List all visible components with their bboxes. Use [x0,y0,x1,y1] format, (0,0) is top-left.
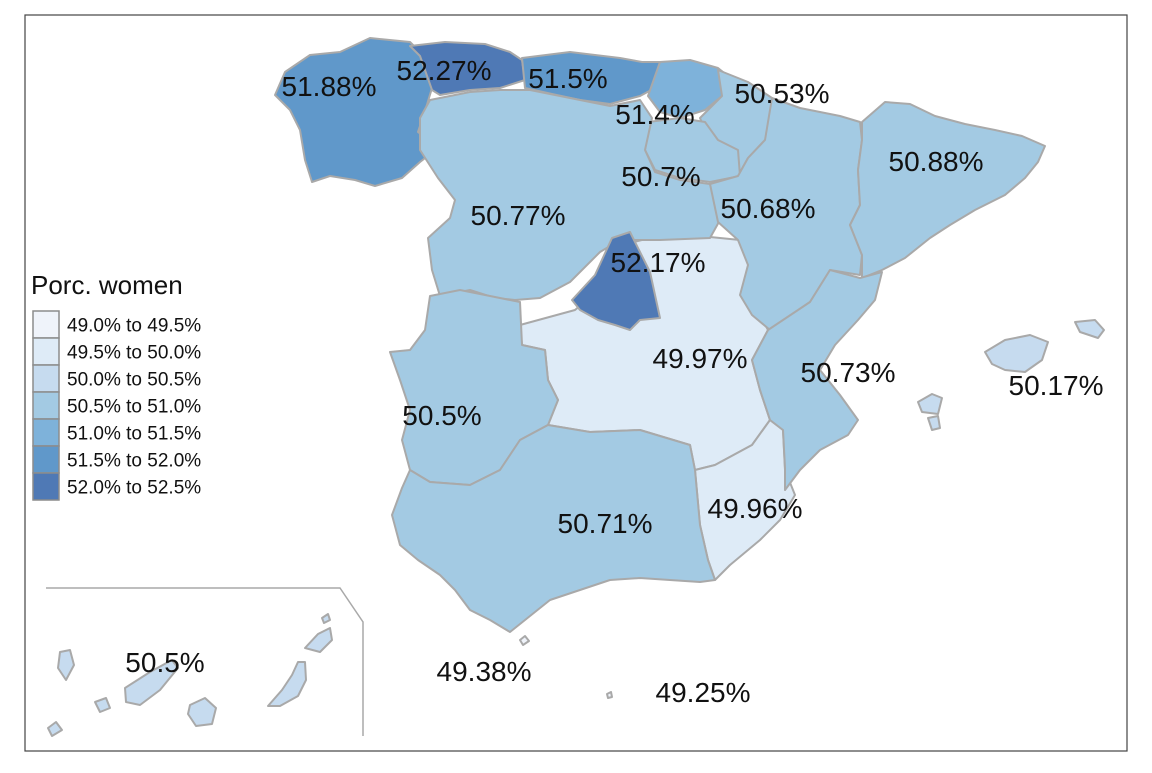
region-canarias-gran-canaria [187,697,217,727]
label-la-rioja: 50.7% [621,161,700,192]
region-melilla [606,691,613,699]
legend-swatch [32,391,60,420]
region-canarias-tenerife [124,659,179,706]
region-canarias-islet [321,613,331,624]
region-canarias-el-hierro [47,721,63,737]
region-canarias-la-palma [57,649,75,681]
region-baleares-menorca [1074,319,1105,339]
label-canarias: 50.5% [125,647,204,678]
legend-label: 50.0% to 50.5% [67,370,201,391]
region-pais-vasco [647,59,729,119]
label-extremadura: 50.5% [402,400,481,431]
label-cataluna: 50.88% [889,146,984,177]
label-castilla-la-mancha: 49.97% [653,343,748,374]
label-aragon: 50.68% [721,193,816,224]
legend-label: 51.5% to 52.0% [67,451,201,472]
legend-items: 49.0% to 49.5% 49.5% to 50.0% 50.0% to 50.… [32,310,201,501]
region-andalucia [391,424,716,633]
region-baleares-ibiza [917,393,943,415]
legend-label: 50.5% to 51.0% [67,397,201,418]
legend-swatch [32,472,60,501]
legend: Porc. women 49.0% to 49.5% 49.5% to 50.0%… [31,270,201,501]
region-asturias [409,41,526,96]
label-comunidad-valenciana: 50.73% [801,357,896,388]
label-melilla: 49.25% [656,677,751,708]
label-navarra: 50.53% [735,78,830,109]
region-canarias-lanzarote [304,627,333,653]
label-pais-vasco: 51.4% [615,99,694,130]
legend-label: 52.0% to 52.5% [67,478,201,499]
legend-label: 49.5% to 50.0% [67,343,201,364]
label-cantabria: 51.5% [528,63,607,94]
canarias-inset-frame [46,587,364,736]
region-cataluna [849,101,1046,279]
region-castilla-y-leon [419,89,721,301]
label-baleares: 50.17% [1009,370,1104,401]
legend-title: Porc. women [31,270,183,300]
legend-swatch [32,418,60,447]
label-murcia: 49.96% [708,493,803,524]
legend-swatch [32,445,60,474]
legend-swatch [32,337,60,366]
legend-label: 49.0% to 49.5% [67,316,201,337]
legend-swatch [32,310,60,339]
label-asturias: 52.27% [397,55,492,86]
label-galicia: 51.88% [282,71,377,102]
region-baleares-mallorca [984,334,1049,373]
region-comunidad-valenciana [751,269,883,491]
label-andalucia: 50.71% [558,508,653,539]
region-madrid [571,231,661,331]
region-ceuta [519,635,530,646]
legend-swatch [32,364,60,393]
region-canarias-fuerteventura [267,661,307,707]
label-madrid: 52.17% [611,247,706,278]
legend-label: 51.0% to 51.5% [67,424,201,445]
label-ceuta: 49.38% [437,656,532,687]
region-baleares-formentera [927,415,941,431]
label-castilla-y-leon: 50.77% [471,200,566,231]
region-canarias-la-gomera [94,697,111,713]
